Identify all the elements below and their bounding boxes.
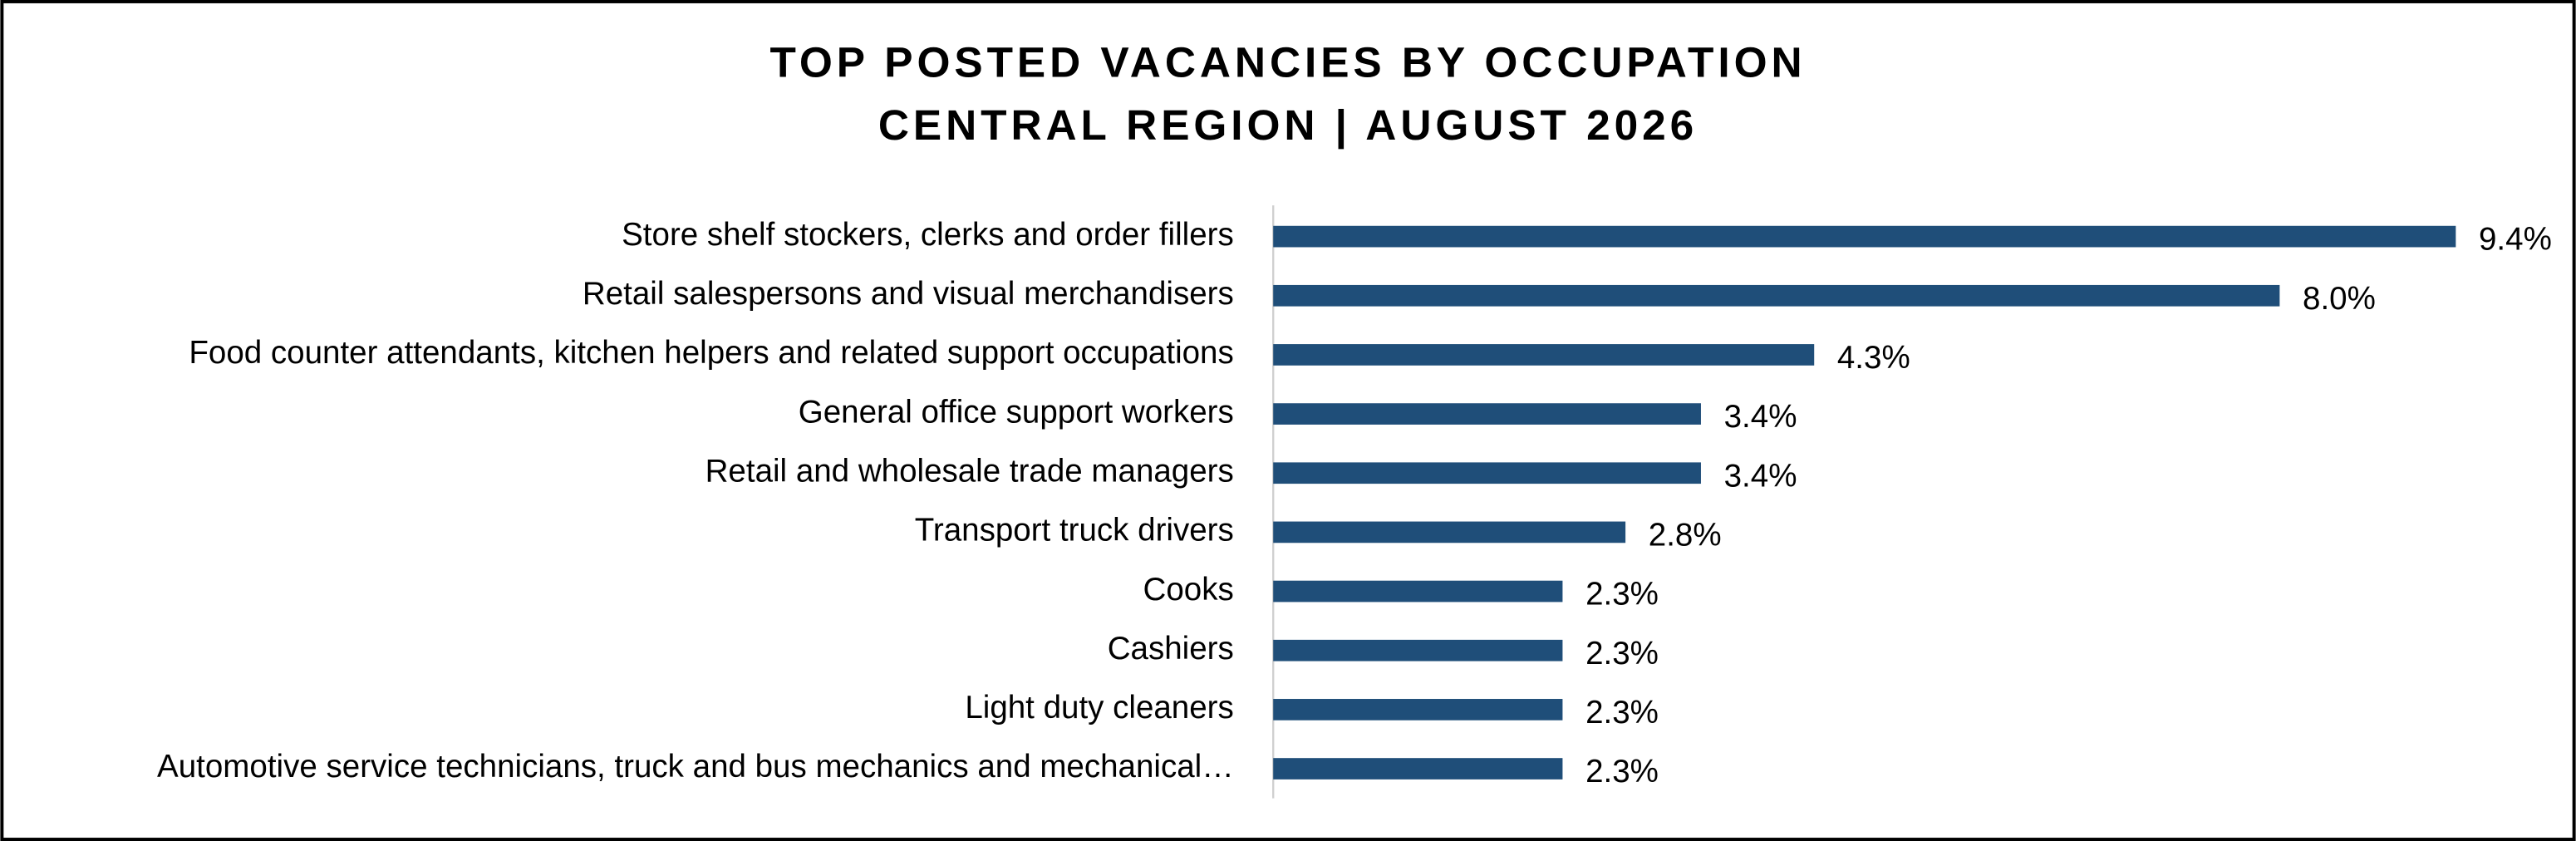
bar (1273, 344, 1815, 366)
bar (1273, 284, 2280, 307)
bar (1273, 758, 1563, 780)
value-label: 3.4% (1724, 399, 1797, 435)
bar (1273, 521, 1626, 543)
category-label: Cooks (1143, 572, 1234, 607)
bar (1273, 699, 1563, 721)
bar (1273, 225, 2456, 248)
value-label: 2.3% (1585, 695, 1659, 730)
chart-title: TOP POSTED VACANCIES BY OCCUPATION (769, 38, 1806, 86)
category-label: Light duty cleaners (965, 690, 1233, 725)
chart-subtitle: CENTRAL REGION | AUGUST 2026 (878, 101, 1698, 150)
value-label: 2.3% (1585, 754, 1659, 789)
value-label: 4.3% (1837, 340, 1910, 376)
category-label: Cashiers (1108, 631, 1234, 666)
value-label: 8.0% (2303, 281, 2376, 317)
value-label: 2.3% (1585, 577, 1659, 612)
bar (1273, 403, 1701, 425)
category-label: Retail and wholesale trade managers (705, 453, 1234, 489)
category-label: Store shelf stockers, clerks and order f… (622, 217, 1234, 253)
value-label: 2.3% (1585, 636, 1659, 671)
bar (1273, 462, 1701, 484)
category-label: Retail salespersons and visual merchandi… (583, 276, 1234, 312)
category-label: Automotive service technicians, truck an… (157, 749, 1234, 784)
value-label: 3.4% (1724, 458, 1797, 494)
category-label: General office support workers (799, 394, 1234, 430)
bar (1273, 580, 1563, 602)
value-label: 2.8% (1649, 518, 1722, 553)
bar (1273, 639, 1563, 661)
category-label: Transport truck drivers (915, 513, 1234, 548)
value-label: 9.4% (2479, 222, 2552, 258)
category-label: Food counter attendants, kitchen helpers… (189, 335, 1233, 371)
